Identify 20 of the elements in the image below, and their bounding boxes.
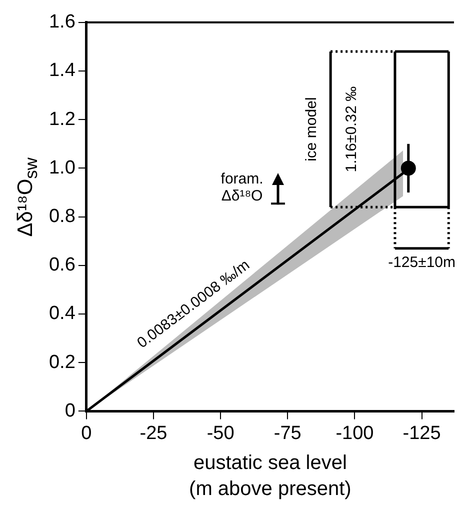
- x-tick-label: -125: [402, 422, 441, 444]
- annotation: -125±10m: [388, 254, 456, 272]
- y-tick-label: 1.4: [48, 60, 76, 82]
- y-tick-label: 0.6: [48, 254, 76, 276]
- y-tick-label: 0: [64, 400, 76, 422]
- y-tick-label: 0.4: [48, 303, 76, 324]
- x-tick-label: -25: [140, 422, 168, 444]
- x-tick-label: -75: [274, 422, 302, 444]
- y-tick-label: 0.8: [48, 206, 76, 228]
- y-tick-label: 1.0: [48, 157, 76, 178]
- x-tick-label: -50: [206, 422, 234, 444]
- y-tick-label: 1.2: [48, 108, 76, 130]
- y-tick-label: 0.2: [48, 352, 76, 373]
- y-tick-label: 1.6: [48, 12, 76, 33]
- annotation: ice model: [302, 97, 320, 162]
- annotation: 1.16±0.32 ‰: [343, 86, 360, 172]
- x-tick-label: 0: [81, 422, 92, 444]
- x-axis-title: eustatic sea level (m above present): [188, 451, 352, 502]
- annotation: foram. Δδ¹⁸O: [220, 170, 264, 204]
- x-tick-label: -100: [336, 422, 374, 444]
